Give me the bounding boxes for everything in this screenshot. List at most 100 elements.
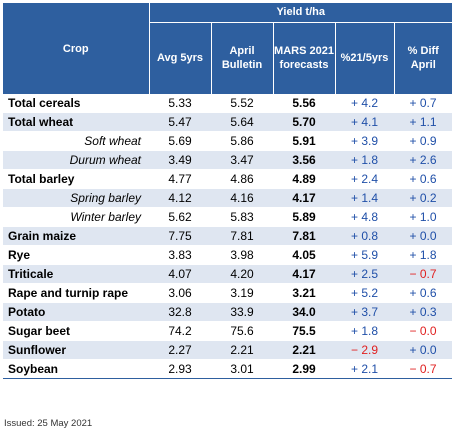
pct-vs-5yrs-value: + 4.8 [335, 207, 394, 228]
avg-5yrs-value: 3.83 [149, 245, 211, 266]
crop-name: Soft wheat [3, 131, 149, 152]
pct-diff-april-value: + 0.7 [394, 94, 453, 114]
pct-diff-april-value: + 0.6 [394, 283, 453, 304]
pct-diff-april-value: + 0.6 [394, 169, 453, 190]
mars-forecast-value: 5.70 [273, 112, 335, 133]
pct-vs-5yrs-value: + 5.2 [335, 283, 394, 304]
pct-vs-5yrs-header: %21/5yrs [334, 21, 394, 94]
avg-5yrs-value: 3.49 [149, 150, 211, 171]
crop-name: Total barley [3, 169, 149, 190]
crop-name: Winter barley [3, 207, 149, 228]
april-bulletin-value: 3.98 [211, 245, 273, 266]
crop-name: Durum wheat [3, 150, 149, 171]
april-bulletin-value: 5.86 [211, 131, 273, 152]
april-bulletin-value: 5.83 [211, 207, 273, 228]
table-row: Soybean 2.93 3.01 2.99 + 2.1− 0.7 [3, 359, 453, 380]
april-bulletin-value: 2.21 [211, 340, 273, 361]
avg-5yrs-value: 3.06 [149, 283, 211, 304]
avg-5yrs-value: 4.77 [149, 169, 211, 190]
pct-diff-april-value: + 0.2 [394, 188, 453, 209]
crop-name: Rape and turnip rape [3, 283, 149, 304]
avg-5yrs-header: Avg 5yrs [148, 21, 211, 94]
avg-5yrs-value: 5.69 [149, 131, 211, 152]
mars-forecast-value: 4.17 [273, 188, 335, 209]
avg-5yrs-value: 5.62 [149, 207, 211, 228]
pct-vs-5yrs-value: + 1.4 [335, 188, 394, 209]
april-bulletin-value: 75.6 [211, 321, 273, 342]
pct-diff-april-value: + 0.0 [394, 226, 453, 247]
table-row: Spring barley 4.12 4.16 4.17 + 1.4 + 0.2 [3, 188, 453, 209]
crop-name: Sugar beet [3, 321, 149, 342]
april-bulletin-value: 33.9 [211, 302, 273, 323]
table-row: Potato 32.8 33.9 34.0 + 3.7 + 0.3 [3, 302, 453, 323]
table-row: Soft wheat 5.69 5.86 5.91 + 3.9 + 0.9 [3, 131, 453, 152]
mars-forecast-value: 34.0 [273, 302, 335, 323]
crop-name: Total wheat [3, 112, 149, 133]
issued-date: Issued: 25 May 2021 [4, 418, 93, 429]
table-row: Total barley 4.77 4.86 4.89 + 2.4 + 0.6 [3, 169, 453, 190]
mars-forecast-value: 4.05 [273, 245, 335, 266]
mars-forecast-value: 2.21 [273, 340, 335, 361]
pct-diff-april-value: − 0.7 [394, 359, 453, 380]
avg-5yrs-value: 5.33 [149, 94, 211, 114]
table-body: Total cereals 5.33 5.52 5.56 + 4.2 + 0.7 Total… [3, 94, 453, 380]
avg-5yrs-value: 32.8 [149, 302, 211, 323]
table-row: Rye 3.83 3.98 4.05 + 5.9 + 1.8 [3, 245, 453, 266]
april-bulletin-value: 4.16 [211, 188, 273, 209]
table-header: Crop Yield t/ha Avg 5yrs April Bulletin … [3, 3, 453, 94]
avg-5yrs-value: 74.2 [149, 321, 211, 342]
pct-vs-5yrs-value: + 2.5 [335, 264, 394, 285]
table-row: Total cereals 5.33 5.52 5.56 + 4.2 + 0.7 [3, 94, 453, 114]
april-bulletin-value: 3.01 [211, 359, 273, 380]
avg-5yrs-value: 7.75 [149, 226, 211, 247]
mars-forecast-value: 3.56 [273, 150, 335, 171]
april-bulletin-value: 5.64 [211, 112, 273, 133]
crop-name: Potato [3, 302, 149, 323]
mars-forecast-value: 3.21 [273, 283, 335, 304]
table-row: Winter barley 5.62 5.83 5.89 + 4.8 + 1.0 [3, 207, 453, 228]
april-bulletin-value: 4.86 [211, 169, 273, 190]
mars-forecast-value: 4.89 [273, 169, 335, 190]
pct-diff-april-value: − 0.7 [394, 264, 453, 285]
avg-5yrs-value: 4.12 [149, 188, 211, 209]
pct-diff-april-header: % Diff April [393, 21, 453, 94]
crop-name: Rye [3, 245, 149, 266]
crop-name: Soybean [3, 359, 149, 380]
pct-diff-april-value: + 0.3 [394, 302, 453, 323]
table-row: Durum wheat 3.49 3.47 3.56 + 1.8 + 2.6 [3, 150, 453, 171]
table-row: Sugar beet 74.2 75.6 75.5 + 1.8− 0.0 [3, 321, 453, 342]
pct-vs-5yrs-value: + 0.8 [335, 226, 394, 247]
crop-name: Grain maize [3, 226, 149, 247]
mars-forecast-value: 7.81 [273, 226, 335, 247]
april-bulletin-value: 4.20 [211, 264, 273, 285]
crop-name: Sunflower [3, 340, 149, 361]
mars-forecast-value: 2.99 [273, 359, 335, 380]
mars-forecast-header: MARS 2021 forecasts [272, 21, 335, 94]
pct-diff-april-value: + 1.0 [394, 207, 453, 228]
pct-vs-5yrs-value: + 1.8 [335, 150, 394, 171]
mars-forecast-value: 5.91 [273, 131, 335, 152]
pct-vs-5yrs-value: + 1.8 [335, 321, 394, 342]
crop-name: Spring barley [3, 188, 149, 209]
table-row: Sunflower 2.27 2.21 2.21− 2.9 + 0.0 [3, 340, 453, 361]
avg-5yrs-value: 5.47 [149, 112, 211, 133]
table-row: Total wheat 5.47 5.64 5.70 + 4.1 + 1.1 [3, 112, 453, 133]
yield-table: Crop Yield t/ha Avg 5yrs April Bulletin … [3, 3, 453, 380]
yield-group-header: Yield t/ha [148, 3, 453, 22]
crop-name: Triticale [3, 264, 149, 285]
april-bulletin-value: 3.47 [211, 150, 273, 171]
april-bulletin-value: 7.81 [211, 226, 273, 247]
pct-vs-5yrs-value: + 3.9 [335, 131, 394, 152]
avg-5yrs-value: 2.27 [149, 340, 211, 361]
crop-name: Total cereals [3, 94, 149, 114]
april-bulletin-value: 3.19 [211, 283, 273, 304]
mars-forecast-value: 5.56 [273, 94, 335, 114]
pct-vs-5yrs-value: + 4.2 [335, 94, 394, 114]
mars-forecast-value: 75.5 [273, 321, 335, 342]
pct-diff-april-value: + 2.6 [394, 150, 453, 171]
table-row: Triticale 4.07 4.20 4.17 + 2.5− 0.7 [3, 264, 453, 285]
avg-5yrs-value: 2.93 [149, 359, 211, 380]
april-bulletin-value: 5.52 [211, 94, 273, 114]
pct-vs-5yrs-value: + 3.7 [335, 302, 394, 323]
table-row: Grain maize 7.75 7.81 7.81 + 0.8 + 0.0 [3, 226, 453, 247]
